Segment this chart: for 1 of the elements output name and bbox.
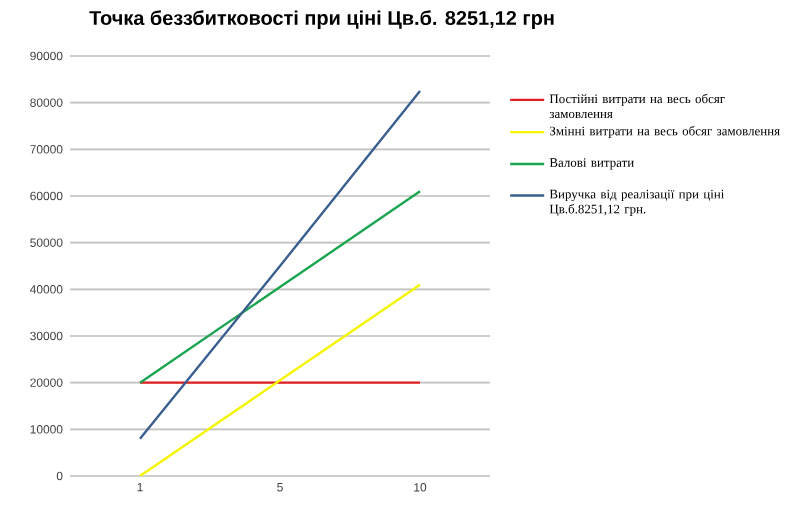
chart-title: Точка беззбитковості при ціні Цв.б. 8251,12 грн bbox=[89, 10, 554, 29]
